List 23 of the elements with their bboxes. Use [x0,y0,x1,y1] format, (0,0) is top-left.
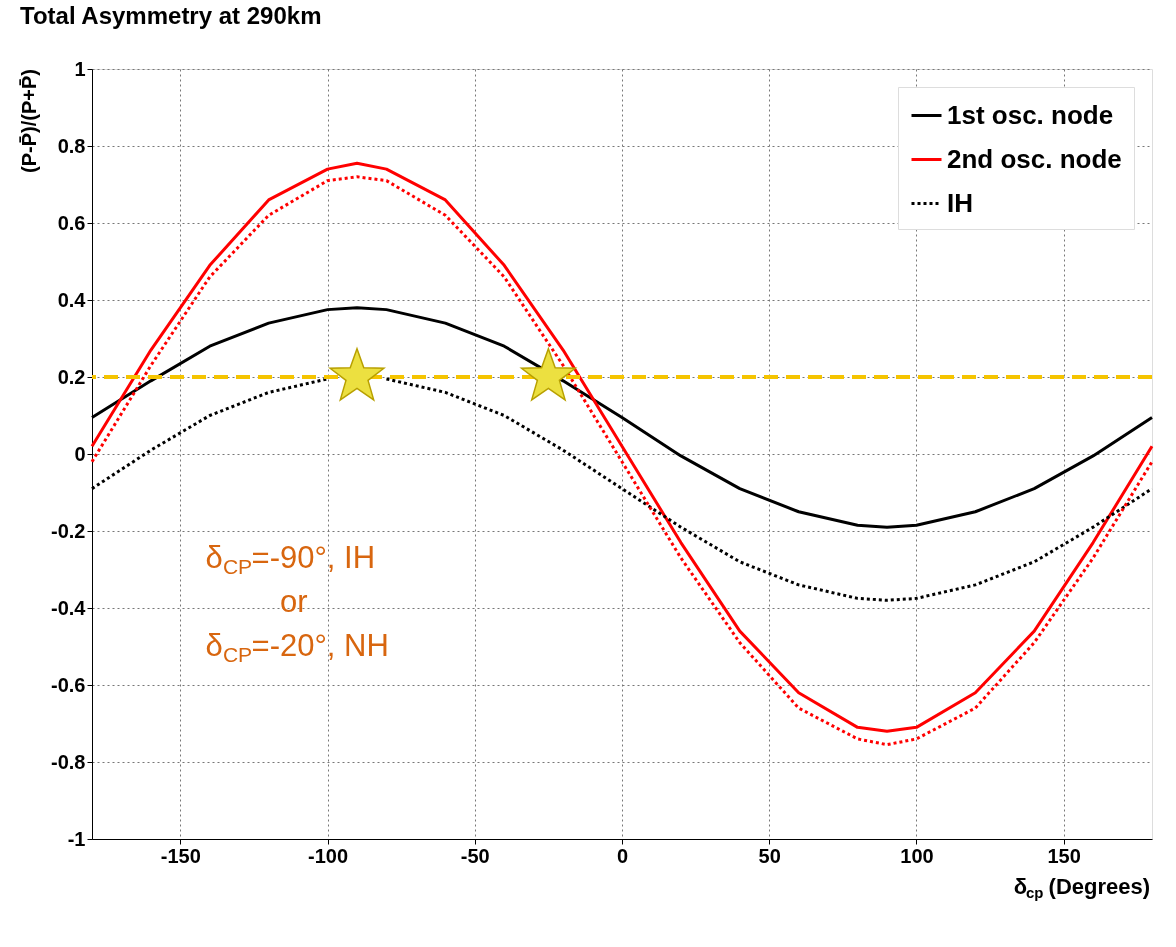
y-tick-label: 0.4 [57,288,87,311]
x-tick-label: 150 [1047,844,1081,867]
x-tick-label: 0 [616,844,629,867]
y-tick-label: -0.6 [51,673,86,696]
y-tick-label: -0.8 [51,750,86,773]
legend-label: 2nd osc. node [947,143,1122,174]
y-tick-label: 0.2 [57,365,86,388]
legend-label: 1st osc. node [947,99,1114,130]
chart-title: Total Asymmetry at 290km [20,2,322,29]
legend-label: IH [947,187,973,218]
y-tick-label: 0 [74,442,86,465]
y-axis-title: (P-P̄)/(P+P̄) [18,69,40,173]
x-tick-label: -50 [460,844,490,867]
y-tick-label: 1 [74,57,86,80]
y-tick-label: 0.6 [57,211,86,234]
x-tick-label: -100 [308,844,349,867]
y-tick-label: -0.4 [51,596,87,619]
x-tick-label: -150 [160,844,201,867]
x-tick-label: 50 [758,844,781,867]
y-tick-label: -0.2 [51,519,86,542]
y-tick-label: 0.8 [57,134,86,157]
x-tick-label: 100 [900,844,934,867]
y-tick-label: -1 [67,827,86,850]
